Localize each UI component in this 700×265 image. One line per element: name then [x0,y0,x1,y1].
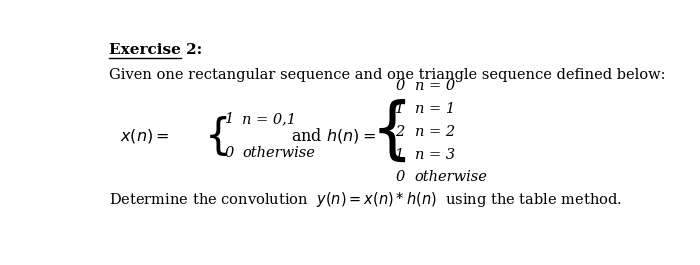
Text: $\{$: $\{$ [204,114,227,158]
Text: 0: 0 [225,146,234,160]
Text: 0: 0 [395,80,405,94]
Text: n = 3: n = 3 [414,148,455,162]
Text: Determine the convolution  $y(n) = x(n)*h(n)$  using the table method.: Determine the convolution $y(n) = x(n)*h… [109,190,622,209]
Text: and $h(n)=$: and $h(n)=$ [290,126,375,145]
Text: $x(n) =$: $x(n) =$ [120,127,169,145]
Text: otherwise: otherwise [242,146,316,160]
Text: 1: 1 [395,148,405,162]
Text: Given one rectangular sequence and one triangle sequence defined below:: Given one rectangular sequence and one t… [109,68,666,82]
Text: $\{$: $\{$ [370,99,407,165]
Text: n = 0: n = 0 [414,80,455,94]
Text: 1: 1 [225,112,234,126]
Text: 0: 0 [395,170,405,184]
Text: Exercise 2:: Exercise 2: [109,43,202,57]
Text: 1: 1 [395,102,405,116]
Text: n = 2: n = 2 [414,125,455,139]
Text: n = 0,1: n = 0,1 [242,112,297,126]
Text: n = 1: n = 1 [414,102,455,116]
Text: 2: 2 [395,125,405,139]
Text: otherwise: otherwise [414,170,487,184]
